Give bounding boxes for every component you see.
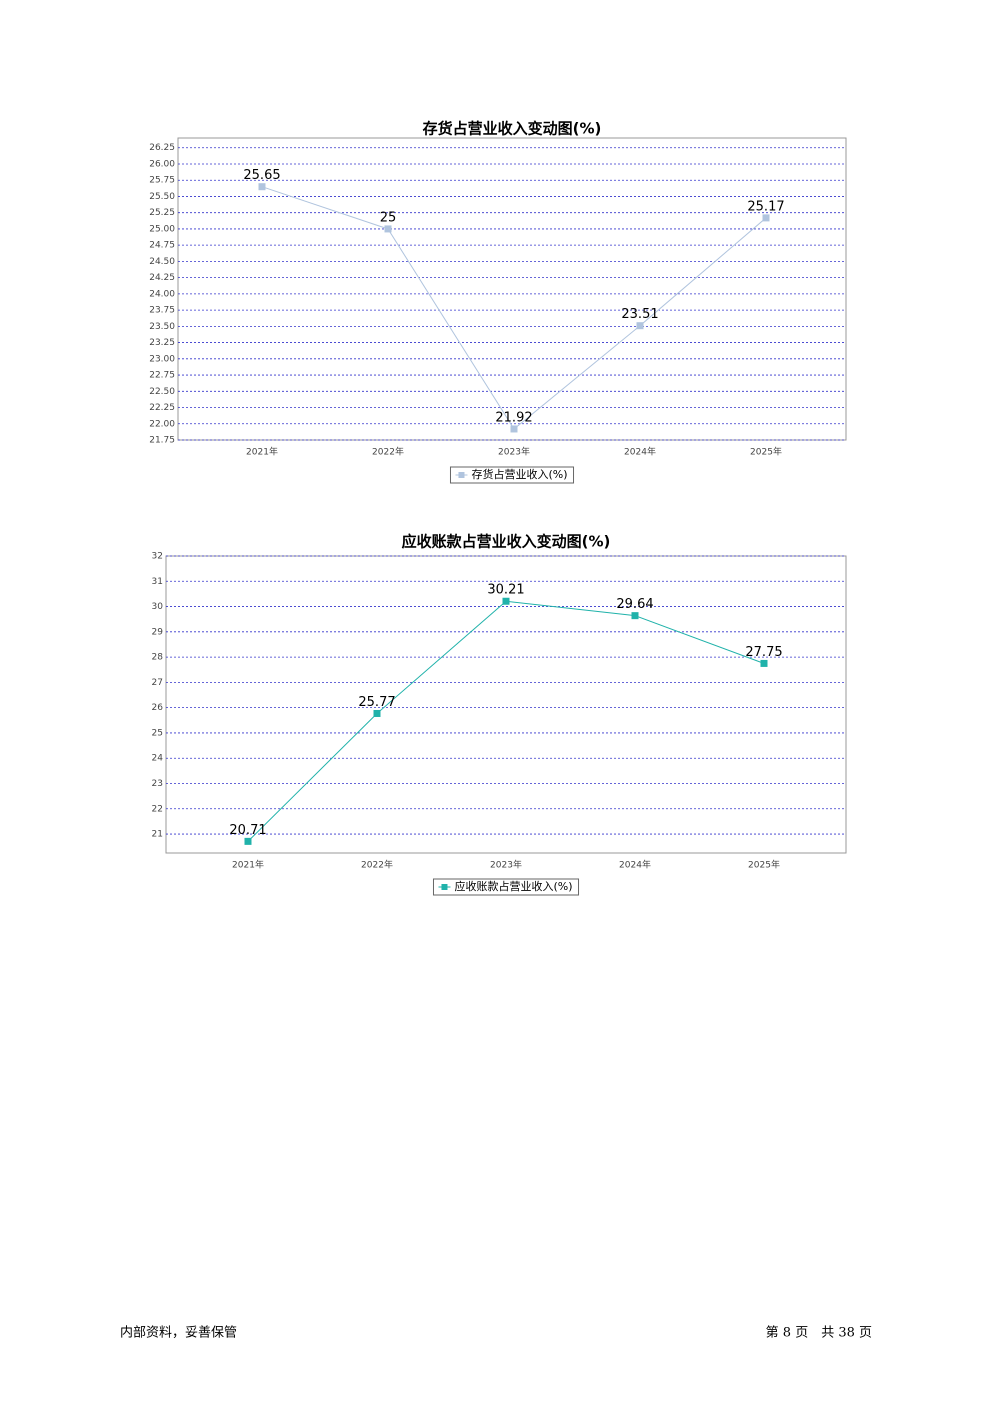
y-tick-label: 25 (152, 728, 163, 738)
x-tick-label: 2025年 (750, 446, 782, 458)
y-tick-label: 29 (152, 627, 164, 637)
y-tick-label: 25.00 (149, 224, 175, 234)
legend-box (432, 878, 580, 896)
value-label: 20.71 (229, 823, 266, 838)
y-tick-label: 26 (152, 703, 164, 713)
x-tick-label: 2025年 (748, 859, 780, 871)
x-tick-label: 2023年 (498, 446, 530, 458)
y-tick-label: 23.50 (149, 322, 175, 332)
x-tick-label: 2024年 (619, 859, 651, 871)
y-tick-label: 25.50 (149, 192, 175, 202)
y-tick-label: 25.25 (149, 208, 175, 218)
marker (636, 322, 644, 330)
legend-label: 应收账款占营业收入(%) (454, 879, 572, 893)
y-tick-label: 23 (152, 779, 163, 789)
y-tick-label: 30 (152, 602, 164, 612)
y-tick-label: 24 (152, 754, 164, 764)
y-tick-label: 24.50 (149, 257, 175, 267)
footer-left: 内部资料，妥善保管 (120, 1325, 237, 1341)
marker (373, 709, 381, 717)
x-tick-label: 2022年 (361, 859, 393, 871)
y-tick-label: 22 (152, 804, 163, 814)
y-tick-label: 24.25 (149, 273, 175, 283)
y-tick-label: 22.00 (149, 419, 175, 429)
legend-label: 存货占营业收入(%) (471, 467, 567, 481)
chart-title: 存货占营业收入变动图(%) (423, 120, 602, 138)
y-tick-label: 25.75 (149, 176, 175, 186)
marker (502, 597, 510, 605)
marker (244, 837, 252, 845)
y-tick-label: 27 (152, 678, 163, 688)
value-label: 21.92 (495, 410, 532, 425)
y-tick-label: 28 (152, 653, 164, 663)
marker (631, 612, 639, 620)
value-label: 27.75 (745, 645, 782, 660)
marker (384, 225, 392, 233)
y-tick-label: 23.25 (149, 338, 175, 348)
marker (510, 425, 518, 433)
y-tick-label: 22.50 (149, 387, 175, 397)
marker (760, 659, 768, 667)
y-tick-label: 24.75 (149, 241, 175, 251)
value-label: 30.21 (487, 583, 524, 598)
legend-marker (441, 884, 448, 890)
legend-box (449, 466, 575, 484)
y-tick-label: 22.25 (149, 403, 175, 413)
footer-right: 第 8 页 共 38 页 (766, 1326, 872, 1341)
x-tick-label: 2021年 (232, 859, 264, 871)
value-label: 23.51 (621, 307, 658, 322)
value-label: 25.65 (243, 168, 280, 183)
value-label: 25 (380, 210, 397, 225)
value-label: 29.64 (616, 597, 653, 612)
y-tick-label: 21.75 (149, 436, 175, 446)
y-tick-label: 32 (152, 552, 163, 562)
plot-area (165, 555, 847, 854)
x-tick-label: 2022年 (372, 446, 404, 458)
x-tick-label: 2024年 (624, 446, 656, 458)
marker (762, 214, 770, 222)
y-tick-label: 26.00 (149, 159, 175, 169)
y-tick-label: 24.00 (149, 289, 175, 299)
value-label: 25.17 (747, 199, 784, 214)
x-tick-label: 2023年 (490, 859, 522, 871)
y-tick-label: 23.75 (149, 306, 175, 316)
y-tick-label: 31 (152, 577, 163, 587)
legend-marker (458, 472, 465, 478)
x-tick-label: 2021年 (246, 446, 278, 458)
marker (258, 183, 266, 191)
y-tick-label: 22.75 (149, 371, 175, 381)
plot-area (177, 137, 847, 441)
chart-title: 应收账款占营业收入变动图(%) (402, 533, 611, 551)
y-tick-label: 21 (152, 830, 163, 840)
y-tick-label: 23.00 (149, 354, 175, 364)
value-label: 25.77 (358, 695, 395, 710)
y-tick-label: 26.25 (149, 143, 175, 153)
